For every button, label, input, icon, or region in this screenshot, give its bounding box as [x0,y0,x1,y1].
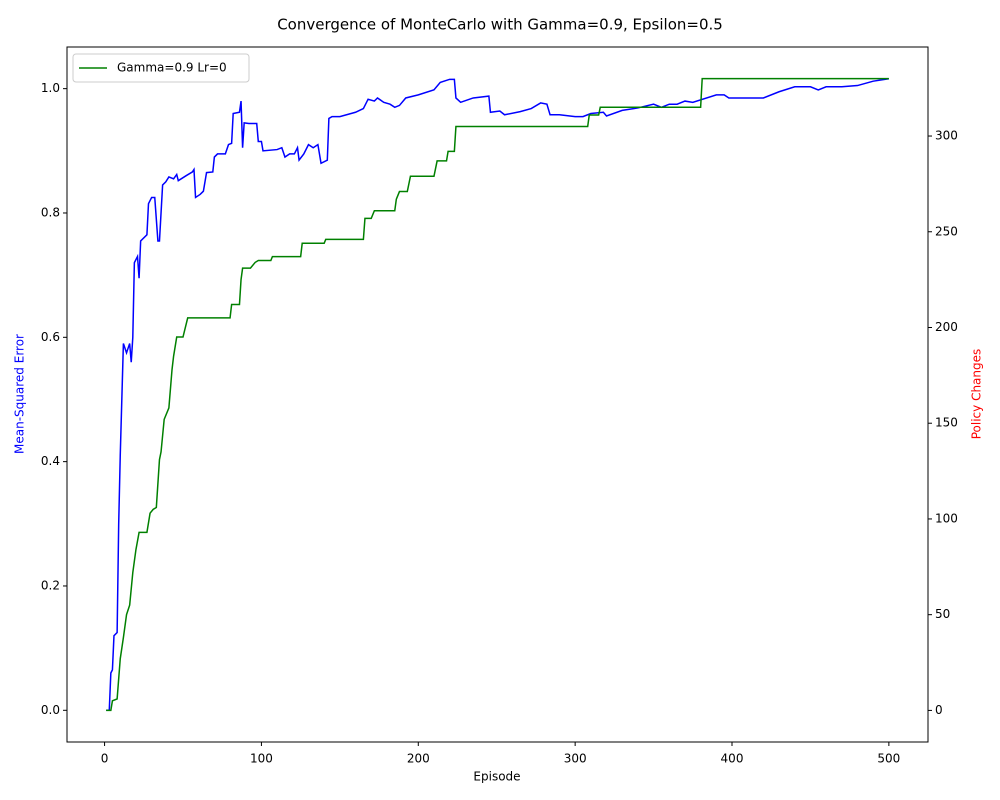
y-tick-label: 0.6 [41,330,60,344]
x-tick-label: 0 [101,752,109,766]
y2-tick-label: 300 [935,129,958,143]
x-tick-label: 300 [564,752,587,766]
y-tick-label: 0.2 [41,578,60,592]
x-tick-label: 400 [721,752,744,766]
legend-label: Gamma=0.9 Lr=0 [117,61,227,75]
x-tick-label: 200 [407,752,430,766]
y2-tick-label: 50 [935,607,950,621]
y-axis-label: Mean-Squared Error [13,334,27,454]
y-tick-label: 1.0 [41,81,60,95]
y2-tick-label: 150 [935,416,958,430]
y-tick-label: 0.0 [41,703,60,717]
x-axis-label: Episode [473,770,520,784]
y2-axis-label: Policy Changes [970,349,984,440]
y-tick-label: 0.8 [41,205,60,219]
y2-tick-label: 100 [935,511,958,525]
x-tick-label: 500 [877,752,900,766]
legend-box [72,53,250,83]
y-tick-label: 0.4 [41,454,60,468]
series-line [106,77,889,712]
x-tick-label: 100 [250,752,273,766]
y2-tick-label: 250 [935,224,958,238]
y2-tick-label: 0 [935,703,943,717]
chart-title: Convergence of MonteCarlo with Gamma=0.9… [277,16,723,34]
series-line [106,77,889,712]
y2-tick-label: 200 [935,320,958,334]
plot-frame [66,46,929,743]
